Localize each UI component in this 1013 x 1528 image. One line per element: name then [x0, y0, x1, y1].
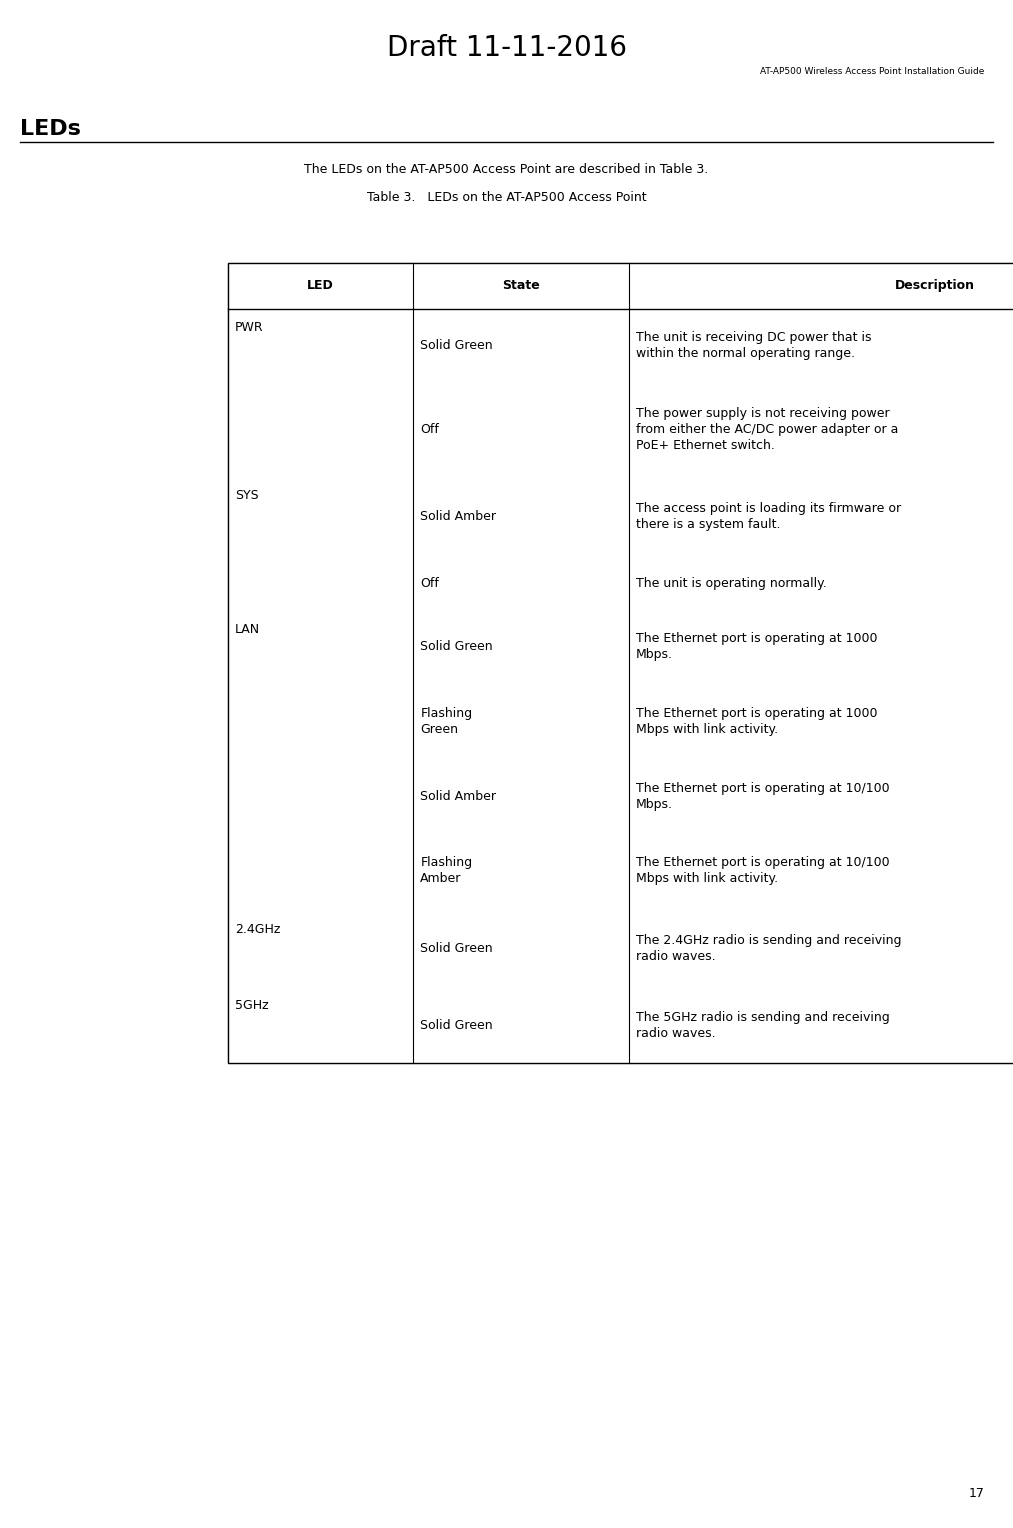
Bar	[629, 911, 1013, 987]
Text: LEDs: LEDs	[20, 119, 81, 139]
Text: 5GHz: 5GHz	[235, 999, 268, 1013]
Text: Off: Off	[420, 578, 440, 590]
Text: The Ethernet port is operating at 10/100
Mbps.: The Ethernet port is operating at 10/100…	[636, 782, 889, 810]
Text: The Ethernet port is operating at 1000
Mbps with link activity.: The Ethernet port is operating at 1000 M…	[636, 707, 877, 735]
Bar	[228, 477, 413, 611]
Text: Solid Green: Solid Green	[420, 339, 493, 351]
Bar	[413, 611, 629, 681]
Text: 2.4GHz: 2.4GHz	[235, 923, 281, 937]
Bar	[629, 382, 1013, 477]
Bar	[413, 911, 629, 987]
Bar	[629, 831, 1013, 911]
Bar	[629, 477, 1013, 556]
Bar	[413, 761, 629, 831]
Text: Flashing
Green: Flashing Green	[420, 707, 472, 735]
Text: PWR: PWR	[235, 321, 263, 335]
Text: The 5GHz radio is sending and receiving
radio waves.: The 5GHz radio is sending and receiving …	[636, 1012, 889, 1039]
Text: Flashing
Amber: Flashing Amber	[420, 857, 472, 885]
Bar	[228, 911, 413, 987]
Text: The power supply is not receiving power
from either the AC/DC power adapter or a: The power supply is not receiving power …	[636, 406, 899, 452]
Bar	[629, 987, 1013, 1063]
Text: State: State	[502, 280, 540, 292]
Bar	[629, 309, 1013, 382]
Bar	[228, 263, 1013, 1063]
Bar	[413, 382, 629, 477]
Text: Solid Amber: Solid Amber	[420, 790, 496, 802]
Bar	[413, 556, 629, 611]
Bar	[629, 761, 1013, 831]
Bar	[413, 263, 629, 309]
Bar	[413, 309, 629, 382]
Text: 17: 17	[968, 1487, 985, 1500]
Bar	[228, 263, 413, 309]
Text: LED: LED	[307, 280, 334, 292]
Bar	[413, 477, 629, 556]
Text: SYS: SYS	[235, 489, 258, 503]
Text: The 2.4GHz radio is sending and receiving
radio waves.: The 2.4GHz radio is sending and receivin…	[636, 935, 902, 963]
Text: The Ethernet port is operating at 10/100
Mbps with link activity.: The Ethernet port is operating at 10/100…	[636, 857, 889, 885]
Text: Solid Green: Solid Green	[420, 943, 493, 955]
Text: Solid Amber: Solid Amber	[420, 510, 496, 523]
Bar	[228, 309, 413, 477]
Text: The unit is operating normally.: The unit is operating normally.	[636, 578, 827, 590]
Bar	[413, 681, 629, 761]
Text: The unit is receiving DC power that is
within the normal operating range.: The unit is receiving DC power that is w…	[636, 332, 871, 359]
Bar	[629, 263, 1013, 309]
Bar	[629, 681, 1013, 761]
Text: LAN: LAN	[235, 623, 260, 637]
Bar	[413, 987, 629, 1063]
Bar	[629, 556, 1013, 611]
Bar	[413, 831, 629, 911]
Bar	[228, 611, 413, 911]
Text: Solid Green: Solid Green	[420, 640, 493, 652]
Text: Description: Description	[895, 280, 975, 292]
Text: Table 3.   LEDs on the AT-AP500 Access Point: Table 3. LEDs on the AT-AP500 Access Poi…	[367, 191, 646, 205]
Text: The LEDs on the AT-AP500 Access Point are described in Table 3.: The LEDs on the AT-AP500 Access Point ar…	[304, 163, 709, 177]
Text: Draft 11-11-2016: Draft 11-11-2016	[387, 34, 626, 61]
Text: The access point is loading its firmware or
there is a system fault.: The access point is loading its firmware…	[636, 503, 902, 530]
Bar	[228, 987, 413, 1063]
Text: Off: Off	[420, 423, 440, 435]
Text: The Ethernet port is operating at 1000
Mbps.: The Ethernet port is operating at 1000 M…	[636, 633, 877, 660]
Text: Solid Green: Solid Green	[420, 1019, 493, 1031]
Text: AT-AP500 Wireless Access Point Installation Guide: AT-AP500 Wireless Access Point Installat…	[761, 67, 985, 76]
Bar	[629, 611, 1013, 681]
